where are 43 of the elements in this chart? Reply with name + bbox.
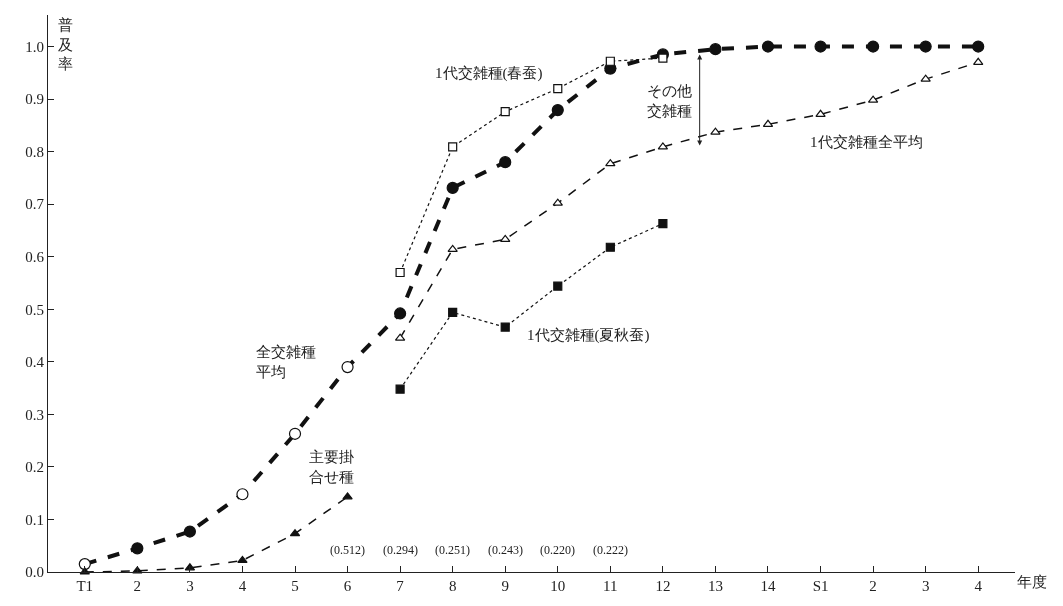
x-tick-label: 2 xyxy=(133,578,142,594)
x-tick-label: 3 xyxy=(921,578,930,594)
y-tick-label: 0.8 xyxy=(25,143,44,160)
x-tick-label: 3 xyxy=(186,578,194,594)
annotation: (0.220) xyxy=(540,543,575,557)
x-tick-label: 14 xyxy=(760,578,776,594)
y-tick-label: 1.0 xyxy=(25,38,44,55)
x-tick-label: S1 xyxy=(812,578,829,594)
x-tick-label: 13 xyxy=(707,578,723,594)
series-label: 1代交雑種(夏秋蚕) xyxy=(527,327,650,344)
annotation: (0.243) xyxy=(488,543,523,557)
y-tick-label: 0.3 xyxy=(25,406,44,423)
x-tick-label: 9 xyxy=(501,578,509,594)
x-tick-label: 2 xyxy=(869,578,877,594)
series-label: 主要掛合せ種 xyxy=(309,449,354,485)
y-tick-label: 0.7 xyxy=(25,196,45,213)
x-tick-label: 4 xyxy=(238,578,247,594)
series-label: 全交雑種平均 xyxy=(256,344,316,380)
y-tick-label: 0.6 xyxy=(25,248,45,265)
annotation: (0.251) xyxy=(435,543,470,557)
y-tick-label: 0.0 xyxy=(25,564,44,581)
y-tick-label: 0.2 xyxy=(25,459,44,476)
x-tick-label: 5 xyxy=(291,578,299,594)
x-tick-label: 7 xyxy=(396,578,405,594)
series-label: 1代交雑種(春蚕) xyxy=(435,65,543,82)
y-tick-label: 0.5 xyxy=(25,301,44,318)
x-tick-label: 11 xyxy=(603,578,618,594)
x-axis-title: 年度 xyxy=(1017,574,1047,590)
x-tick-label: T1 xyxy=(76,578,94,594)
annotation: その他交雑種 xyxy=(647,83,692,119)
series-label: 1代交雑種全平均 xyxy=(810,134,923,150)
y-axis-title: 普及率 xyxy=(58,17,73,72)
annotation: (0.222) xyxy=(593,543,628,557)
y-tick-label: 0.1 xyxy=(25,511,44,528)
x-tick-label: 4 xyxy=(974,578,983,594)
annotation: (0.512) xyxy=(330,543,365,557)
x-tick-label: 10 xyxy=(550,578,566,594)
y-tick-label: 0.4 xyxy=(25,354,45,371)
x-tick-label: 8 xyxy=(448,578,457,594)
x-tick-label: 12 xyxy=(655,578,671,594)
y-tick-label: 0.9 xyxy=(25,91,44,108)
annotation: (0.294) xyxy=(383,543,418,557)
x-tick-label: 6 xyxy=(343,578,352,594)
